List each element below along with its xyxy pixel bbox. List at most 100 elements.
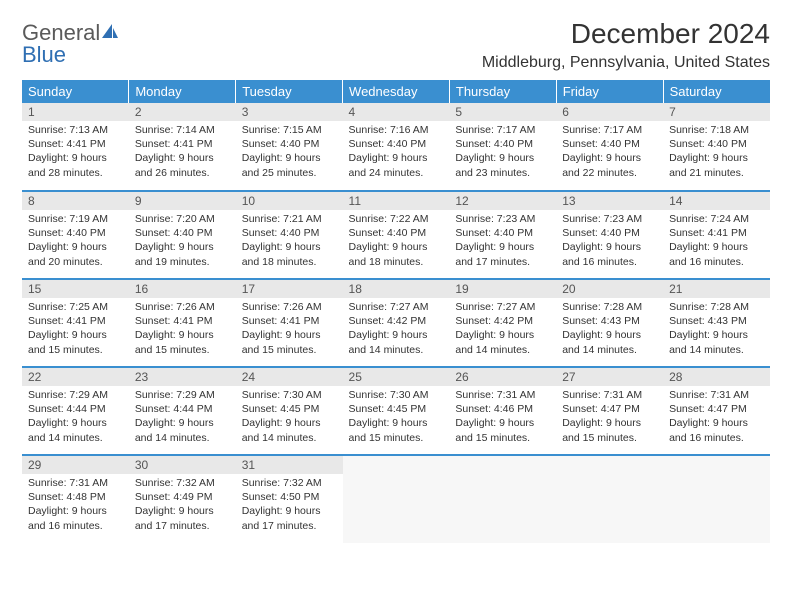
day-number: 27 [556, 368, 663, 386]
day-number: 4 [343, 103, 450, 121]
day-number: 10 [236, 192, 343, 210]
calendar-cell: 12Sunrise: 7:23 AMSunset: 4:40 PMDayligh… [449, 191, 556, 279]
calendar-cell: 1Sunrise: 7:13 AMSunset: 4:41 PMDaylight… [22, 103, 129, 191]
day-number: 5 [449, 103, 556, 121]
calendar-cell: 13Sunrise: 7:23 AMSunset: 4:40 PMDayligh… [556, 191, 663, 279]
calendar-cell: 2Sunrise: 7:14 AMSunset: 4:41 PMDaylight… [129, 103, 236, 191]
calendar-week: 8Sunrise: 7:19 AMSunset: 4:40 PMDaylight… [22, 191, 770, 279]
calendar-cell: 20Sunrise: 7:28 AMSunset: 4:43 PMDayligh… [556, 279, 663, 367]
day-body: Sunrise: 7:30 AMSunset: 4:45 PMDaylight:… [236, 386, 343, 449]
day-body: Sunrise: 7:21 AMSunset: 4:40 PMDaylight:… [236, 210, 343, 273]
day-body: Sunrise: 7:19 AMSunset: 4:40 PMDaylight:… [22, 210, 129, 273]
calendar-cell [663, 455, 770, 543]
day-body: Sunrise: 7:17 AMSunset: 4:40 PMDaylight:… [556, 121, 663, 184]
day-body: Sunrise: 7:27 AMSunset: 4:42 PMDaylight:… [343, 298, 450, 361]
calendar-cell: 27Sunrise: 7:31 AMSunset: 4:47 PMDayligh… [556, 367, 663, 455]
day-number: 19 [449, 280, 556, 298]
day-number: 29 [22, 456, 129, 474]
day-number: 28 [663, 368, 770, 386]
logo-part2: Blue [22, 42, 66, 67]
calendar-cell: 10Sunrise: 7:21 AMSunset: 4:40 PMDayligh… [236, 191, 343, 279]
weekday-header: Tuesday [236, 80, 343, 103]
calendar-week: 1Sunrise: 7:13 AMSunset: 4:41 PMDaylight… [22, 103, 770, 191]
calendar-cell: 21Sunrise: 7:28 AMSunset: 4:43 PMDayligh… [663, 279, 770, 367]
day-body: Sunrise: 7:27 AMSunset: 4:42 PMDaylight:… [449, 298, 556, 361]
day-body: Sunrise: 7:14 AMSunset: 4:41 PMDaylight:… [129, 121, 236, 184]
day-number: 25 [343, 368, 450, 386]
day-number: 20 [556, 280, 663, 298]
day-body: Sunrise: 7:26 AMSunset: 4:41 PMDaylight:… [129, 298, 236, 361]
header-right: December 2024 Middleburg, Pennsylvania, … [482, 18, 770, 72]
day-body: Sunrise: 7:29 AMSunset: 4:44 PMDaylight:… [22, 386, 129, 449]
calendar-cell [449, 455, 556, 543]
calendar-cell: 5Sunrise: 7:17 AMSunset: 4:40 PMDaylight… [449, 103, 556, 191]
day-body: Sunrise: 7:16 AMSunset: 4:40 PMDaylight:… [343, 121, 450, 184]
day-body: Sunrise: 7:23 AMSunset: 4:40 PMDaylight:… [449, 210, 556, 273]
day-body: Sunrise: 7:17 AMSunset: 4:40 PMDaylight:… [449, 121, 556, 184]
calendar-cell [343, 455, 450, 543]
calendar-cell: 30Sunrise: 7:32 AMSunset: 4:49 PMDayligh… [129, 455, 236, 543]
day-number: 21 [663, 280, 770, 298]
calendar-week: 29Sunrise: 7:31 AMSunset: 4:48 PMDayligh… [22, 455, 770, 543]
weekday-header: Sunday [22, 80, 129, 103]
calendar-cell: 18Sunrise: 7:27 AMSunset: 4:42 PMDayligh… [343, 279, 450, 367]
weekday-header-row: SundayMondayTuesdayWednesdayThursdayFrid… [22, 80, 770, 103]
day-body: Sunrise: 7:30 AMSunset: 4:45 PMDaylight:… [343, 386, 450, 449]
day-number: 17 [236, 280, 343, 298]
day-body: Sunrise: 7:31 AMSunset: 4:47 PMDaylight:… [663, 386, 770, 449]
day-number: 8 [22, 192, 129, 210]
header: GeneralBlue December 2024 Middleburg, Pe… [22, 18, 770, 72]
day-body: Sunrise: 7:32 AMSunset: 4:49 PMDaylight:… [129, 474, 236, 537]
calendar-table: SundayMondayTuesdayWednesdayThursdayFrid… [22, 80, 770, 543]
location-text: Middleburg, Pennsylvania, United States [482, 54, 770, 72]
calendar-cell: 29Sunrise: 7:31 AMSunset: 4:48 PMDayligh… [22, 455, 129, 543]
day-body: Sunrise: 7:28 AMSunset: 4:43 PMDaylight:… [663, 298, 770, 361]
day-number: 12 [449, 192, 556, 210]
day-body: Sunrise: 7:25 AMSunset: 4:41 PMDaylight:… [22, 298, 129, 361]
calendar-cell: 26Sunrise: 7:31 AMSunset: 4:46 PMDayligh… [449, 367, 556, 455]
day-body: Sunrise: 7:32 AMSunset: 4:50 PMDaylight:… [236, 474, 343, 537]
calendar-cell: 16Sunrise: 7:26 AMSunset: 4:41 PMDayligh… [129, 279, 236, 367]
calendar-cell: 31Sunrise: 7:32 AMSunset: 4:50 PMDayligh… [236, 455, 343, 543]
calendar-cell: 6Sunrise: 7:17 AMSunset: 4:40 PMDaylight… [556, 103, 663, 191]
day-number: 22 [22, 368, 129, 386]
day-number: 26 [449, 368, 556, 386]
calendar-cell: 28Sunrise: 7:31 AMSunset: 4:47 PMDayligh… [663, 367, 770, 455]
day-body: Sunrise: 7:31 AMSunset: 4:46 PMDaylight:… [449, 386, 556, 449]
logo: GeneralBlue [22, 22, 120, 66]
day-number: 2 [129, 103, 236, 121]
day-number: 6 [556, 103, 663, 121]
weekday-header: Thursday [449, 80, 556, 103]
day-body: Sunrise: 7:15 AMSunset: 4:40 PMDaylight:… [236, 121, 343, 184]
day-number: 23 [129, 368, 236, 386]
day-body: Sunrise: 7:22 AMSunset: 4:40 PMDaylight:… [343, 210, 450, 273]
day-body: Sunrise: 7:13 AMSunset: 4:41 PMDaylight:… [22, 121, 129, 184]
day-number: 31 [236, 456, 343, 474]
day-body: Sunrise: 7:31 AMSunset: 4:47 PMDaylight:… [556, 386, 663, 449]
day-number: 16 [129, 280, 236, 298]
day-body: Sunrise: 7:29 AMSunset: 4:44 PMDaylight:… [129, 386, 236, 449]
calendar-week: 15Sunrise: 7:25 AMSunset: 4:41 PMDayligh… [22, 279, 770, 367]
calendar-cell: 3Sunrise: 7:15 AMSunset: 4:40 PMDaylight… [236, 103, 343, 191]
calendar-cell [556, 455, 663, 543]
calendar-body: 1Sunrise: 7:13 AMSunset: 4:41 PMDaylight… [22, 103, 770, 543]
calendar-cell: 22Sunrise: 7:29 AMSunset: 4:44 PMDayligh… [22, 367, 129, 455]
calendar-cell: 15Sunrise: 7:25 AMSunset: 4:41 PMDayligh… [22, 279, 129, 367]
day-number: 1 [22, 103, 129, 121]
calendar-cell: 4Sunrise: 7:16 AMSunset: 4:40 PMDaylight… [343, 103, 450, 191]
calendar-cell: 24Sunrise: 7:30 AMSunset: 4:45 PMDayligh… [236, 367, 343, 455]
day-number: 14 [663, 192, 770, 210]
calendar-cell: 25Sunrise: 7:30 AMSunset: 4:45 PMDayligh… [343, 367, 450, 455]
day-number: 15 [22, 280, 129, 298]
calendar-week: 22Sunrise: 7:29 AMSunset: 4:44 PMDayligh… [22, 367, 770, 455]
weekday-header: Friday [556, 80, 663, 103]
calendar-cell: 8Sunrise: 7:19 AMSunset: 4:40 PMDaylight… [22, 191, 129, 279]
calendar-cell: 17Sunrise: 7:26 AMSunset: 4:41 PMDayligh… [236, 279, 343, 367]
day-body: Sunrise: 7:28 AMSunset: 4:43 PMDaylight:… [556, 298, 663, 361]
day-body: Sunrise: 7:24 AMSunset: 4:41 PMDaylight:… [663, 210, 770, 273]
day-body: Sunrise: 7:20 AMSunset: 4:40 PMDaylight:… [129, 210, 236, 273]
day-body: Sunrise: 7:23 AMSunset: 4:40 PMDaylight:… [556, 210, 663, 273]
day-number: 7 [663, 103, 770, 121]
day-body: Sunrise: 7:31 AMSunset: 4:48 PMDaylight:… [22, 474, 129, 537]
calendar-cell: 7Sunrise: 7:18 AMSunset: 4:40 PMDaylight… [663, 103, 770, 191]
